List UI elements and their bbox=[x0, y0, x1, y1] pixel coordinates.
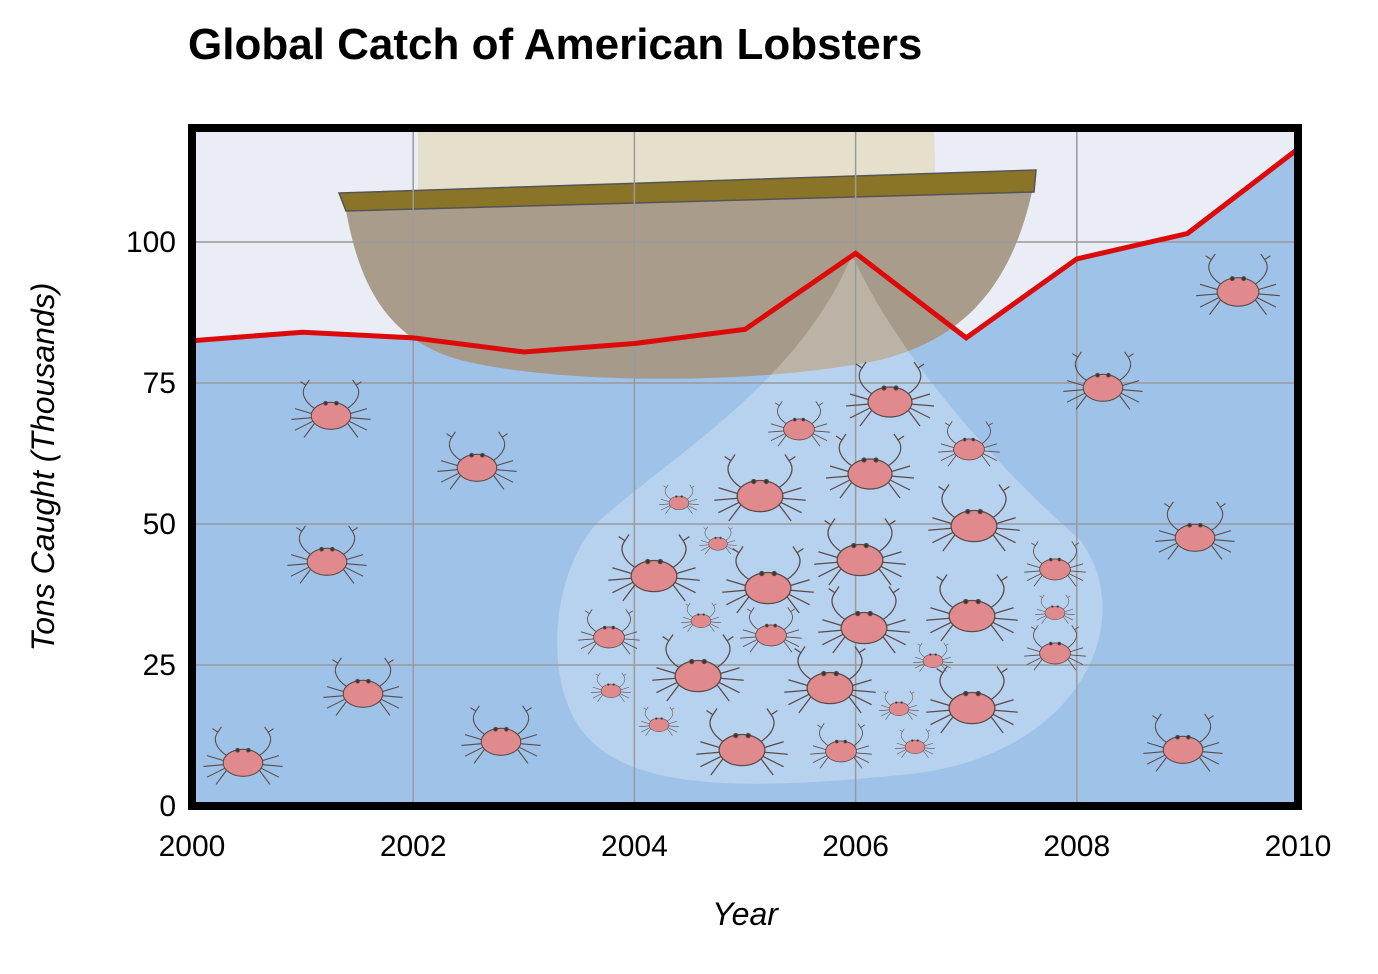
water-area bbox=[192, 148, 1298, 806]
y-tick-label: 100 bbox=[126, 226, 176, 259]
boat-deck bbox=[337, 169, 1037, 212]
plot-frame bbox=[188, 124, 1302, 810]
chart-title: Global Catch of American Lobsters bbox=[188, 20, 923, 69]
x-tick-label: 2000 bbox=[159, 830, 226, 863]
x-tick-labels: 2000 2002 2004 2006 2008 2010 bbox=[159, 830, 1332, 863]
x-tick-label: 2002 bbox=[380, 830, 447, 863]
x-tick-label: 2006 bbox=[822, 830, 889, 863]
y-tick-label: 25 bbox=[143, 649, 176, 682]
y-tick-label: 75 bbox=[143, 367, 176, 400]
x-axis-label: Year bbox=[712, 896, 779, 932]
y-axis-label: Tons Caught (Thousands) bbox=[25, 283, 61, 652]
boat-hull bbox=[346, 192, 1032, 379]
fishing-net bbox=[557, 255, 1103, 784]
x-tick-label: 2004 bbox=[601, 830, 668, 863]
catch-line bbox=[191, 146, 1300, 355]
x-tick-label: 2008 bbox=[1043, 830, 1110, 863]
y-tick-label: 0 bbox=[159, 790, 176, 823]
x-tick-label: 2010 bbox=[1265, 830, 1332, 863]
y-tick-labels: 0 25 50 75 100 bbox=[126, 226, 176, 823]
y-tick-label: 50 bbox=[143, 508, 176, 541]
